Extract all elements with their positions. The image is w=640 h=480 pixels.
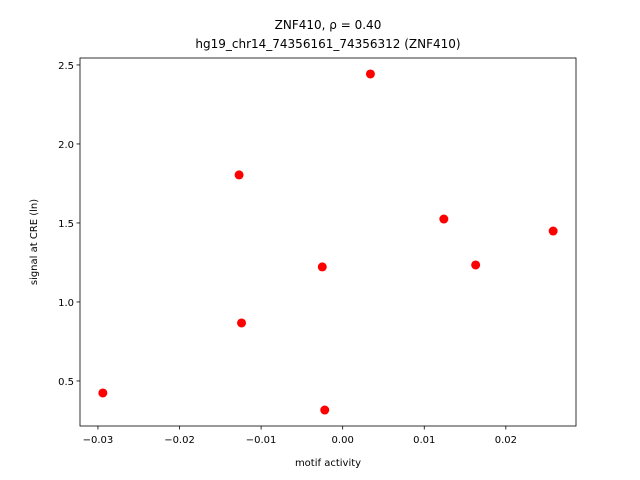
point bbox=[320, 405, 330, 415]
x-tick-label: −0.02 bbox=[164, 435, 195, 446]
point bbox=[98, 388, 108, 398]
y-tick-label: 2.5 bbox=[58, 61, 74, 72]
point bbox=[471, 260, 481, 270]
x-tick-label: 0.02 bbox=[495, 435, 517, 446]
chart-subtitle: hg19_chr14_74356161_74356312 (ZNF410) bbox=[195, 37, 460, 51]
plot-frame bbox=[79, 57, 577, 427]
point bbox=[237, 318, 247, 328]
y-tick-label: 1.5 bbox=[58, 219, 74, 230]
y-axis-label: signal at CRE (ln) bbox=[29, 199, 40, 285]
point bbox=[439, 214, 449, 224]
point bbox=[365, 69, 375, 79]
point bbox=[317, 262, 327, 272]
y-tick-label: 0.5 bbox=[58, 377, 74, 388]
y-tick-label: 2.0 bbox=[58, 140, 74, 151]
y-tick-label: 1.0 bbox=[58, 298, 74, 309]
point bbox=[234, 170, 244, 180]
point bbox=[548, 226, 558, 236]
x-tick-label: 0.01 bbox=[413, 435, 435, 446]
x-tick-label: −0.01 bbox=[246, 435, 277, 446]
x-axis-label: motif activity bbox=[295, 458, 361, 469]
chart-title: ZNF410, ρ = 0.40 bbox=[275, 18, 382, 32]
x-tick-label: 0.00 bbox=[332, 435, 354, 446]
x-tick-label: −0.03 bbox=[83, 435, 114, 446]
